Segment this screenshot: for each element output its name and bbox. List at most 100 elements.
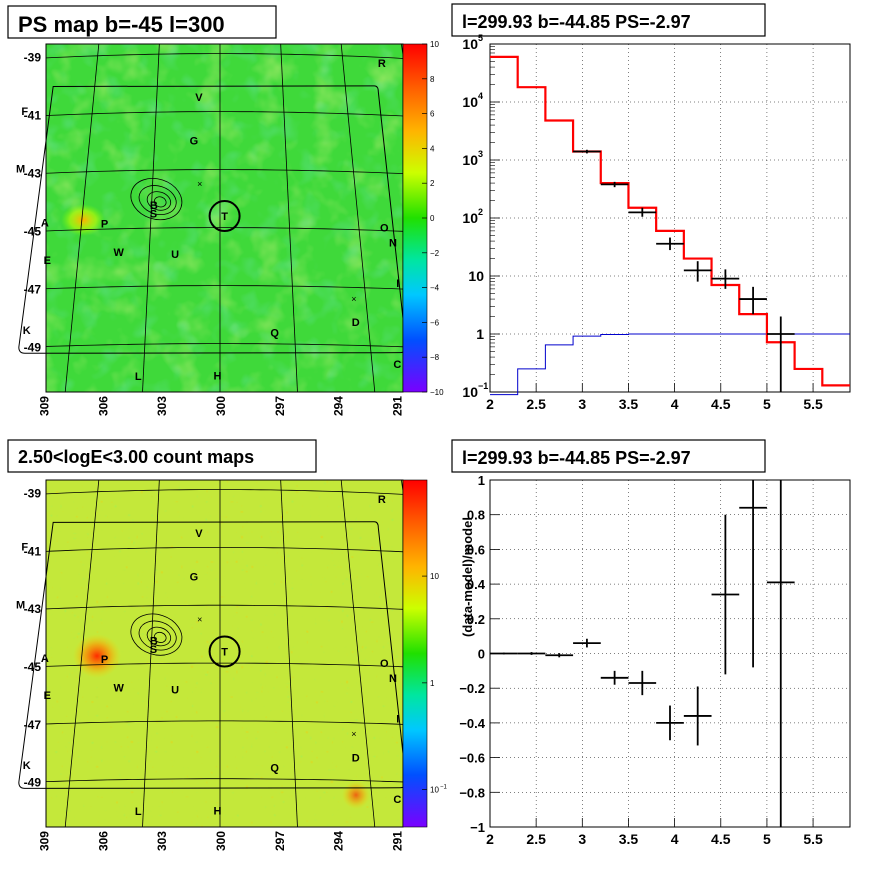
colorbar-tick-label: 10	[430, 572, 439, 581]
residual-y-tick-label: 0.2	[467, 612, 485, 627]
spectrum-title-box: l=299.93 b=-44.85 PS=-2.97	[451, 3, 766, 37]
source-label-R: R	[378, 494, 386, 506]
lon-tick-label: 291	[390, 396, 404, 416]
count-map-hotspot-c	[342, 781, 370, 809]
lat-tick-label: -39	[24, 487, 42, 501]
residual-x-tick-label: 3.5	[619, 831, 639, 847]
residual-x-tick-label: 4.5	[711, 831, 731, 847]
graticule-meridian	[64, 480, 100, 827]
source-label-L: L	[135, 806, 142, 818]
ps-map-graticule	[0, 0, 403, 435]
source-label-D: D	[352, 752, 360, 764]
colorbar-tick-label: −6	[430, 318, 440, 327]
source-label-G: G	[190, 571, 199, 583]
spectrum-y-tick-exponent: 5	[478, 33, 483, 43]
source-label-L: L	[135, 371, 142, 383]
graticule-meridian	[0, 0, 45, 435]
residual-x-tick-label: 5	[763, 831, 771, 847]
spectrum-x-tick-label: 2	[486, 396, 494, 412]
residual-y-tick-label: 0.4	[467, 577, 486, 592]
count-map-title-box: 2.50<logE<3.00 count maps	[7, 439, 317, 473]
residual-y-tick-label: 0.8	[467, 508, 485, 523]
source-label-H: H	[213, 806, 221, 818]
spectrum-x-tick-label: 5	[763, 396, 771, 412]
colorbar-tick-label: 6	[430, 110, 435, 119]
source-label-R: R	[378, 58, 386, 70]
lon-tick-label: 303	[155, 396, 169, 416]
source-label-P: P	[101, 218, 108, 230]
colorbar-tick-label: −10	[430, 388, 444, 397]
lon-tick-label: 303	[155, 831, 169, 851]
source-label-M: M	[16, 599, 25, 611]
source-label-M: M	[16, 164, 25, 176]
ps-map-title: PS map b=-45 l=300	[18, 12, 225, 37]
ps-map-lon-ticks: 309 306 303 300 297 294 291	[38, 396, 405, 416]
spectrum-x-tick-label: 2.5	[526, 396, 546, 412]
lon-tick-label: 294	[332, 396, 346, 416]
lat-tick-label: -49	[24, 776, 42, 790]
source-label-H: H	[213, 371, 221, 383]
source-label-C: C	[393, 794, 401, 806]
source-label-U: U	[171, 684, 179, 696]
ps-map-lat-ticks: -39 -41 -43 -45 -47 -49	[24, 51, 42, 355]
graticule-meridian	[142, 44, 160, 392]
lat-tick-label: -49	[24, 341, 42, 355]
source-label-B: B	[150, 635, 158, 647]
residual-y-tick-label: 1	[478, 473, 485, 488]
lon-tick-label: 291	[390, 831, 404, 851]
lon-tick-label: 300	[214, 396, 228, 416]
source-label-T: T	[221, 211, 228, 223]
colorbar-tick-label: −8	[430, 353, 440, 362]
residual-plot: 2 2.5 3 3.5 4 4.5 5 5.5 1 0.8 0.6 0.4 0.2 0 −0.2 −0.4 −0…	[459, 473, 851, 847]
source-label-Q: Q	[270, 762, 279, 774]
source-label-G: G	[190, 136, 199, 148]
lat-tick-label: -47	[24, 283, 42, 297]
source-label-Q: Q	[270, 327, 279, 339]
source-label-A: A	[41, 653, 49, 665]
target-circle	[208, 200, 241, 233]
source-label-U: U	[171, 249, 179, 261]
count-map-graticule	[0, 437, 403, 871]
source-contour	[130, 613, 183, 656]
spectrum-model	[490, 55, 850, 387]
source-contour	[153, 196, 167, 208]
lon-tick-label: 297	[273, 831, 287, 851]
count-map-title: 2.50<logE<3.00 count maps	[18, 447, 254, 467]
lon-tick-label: 306	[96, 396, 110, 416]
spectrum-x-tick-label: 4	[671, 396, 679, 412]
lon-tick-label: 300	[214, 831, 228, 851]
residual-x-tick-label: 5.5	[803, 831, 823, 847]
colorbar-tick-label: −4	[430, 284, 440, 293]
spectrum-y-tick-label: 10	[468, 268, 484, 284]
lat-tick-label: -45	[24, 660, 42, 674]
graticule-meridian	[0, 437, 45, 871]
source-contour	[146, 626, 172, 647]
spectrum-y-tick-label: 10	[462, 94, 478, 110]
marker-cross: ×	[197, 179, 202, 189]
source-contour	[153, 631, 167, 643]
target-circle	[208, 635, 241, 668]
count-map-lon-ticks: 309 306 303 300 297 294 291	[38, 831, 405, 851]
source-label-E: E	[44, 690, 51, 702]
lon-tick-label: 309	[38, 396, 52, 416]
lon-tick-label: 309	[38, 831, 52, 851]
graticule-meridian	[280, 44, 298, 392]
spectrum-title: l=299.93 b=-44.85 PS=-2.97	[462, 12, 691, 32]
ps-map-source-labels: RVFGMBSTAPONWUEIDKQJCLH	[16, 58, 413, 383]
ps-map-title-box: PS map b=-45 l=300	[7, 5, 277, 39]
spectrum-x-tick-label: 5.5	[803, 396, 823, 412]
source-label-C: C	[393, 359, 401, 371]
lat-tick-label: -45	[24, 225, 42, 239]
source-label-F: F	[21, 542, 28, 554]
count-map-lat-ticks: -39 -41 -43 -45 -47 -49	[24, 487, 42, 790]
source-label-W: W	[113, 682, 124, 694]
source-label-S: S	[150, 644, 157, 656]
source-contour	[138, 185, 177, 215]
source-label-T: T	[221, 647, 228, 659]
spectrum-x-tick-label: 4.5	[711, 396, 731, 412]
ps-map-colorbar-ticks: 10 8 6 4 2 0 −2 −4 −6 −8 −10	[422, 40, 444, 397]
colorbar-tick-exponent: −1	[440, 785, 448, 791]
spectrum-y-tick-label: 1	[476, 326, 484, 342]
